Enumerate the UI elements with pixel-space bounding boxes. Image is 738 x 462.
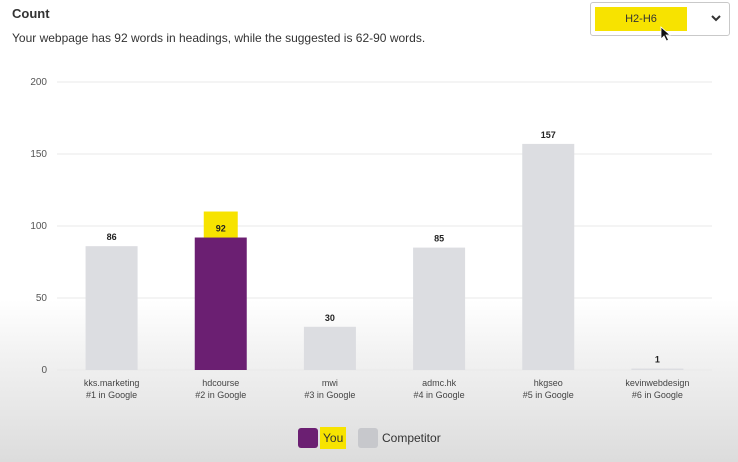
heading-level-select[interactable]: H2-H6	[590, 2, 730, 36]
grid-lines	[57, 81, 712, 371]
bar-value-label: 1	[655, 355, 660, 365]
x-category-label: mwi	[322, 378, 338, 388]
y-tick-label: 200	[30, 77, 47, 88]
bar-value-label: 30	[325, 313, 335, 323]
legend-item-you[interactable]: You	[298, 425, 347, 451]
x-category-rank-label: #5 in Google	[523, 390, 574, 400]
bar-value-label: 157	[541, 130, 556, 140]
x-category-label: admc.hk	[422, 378, 457, 388]
x-category-label: kks.marketing	[84, 378, 140, 388]
y-tick-label: 100	[30, 221, 47, 232]
category-labels: kks.marketing #1 in Google hdcourse #2 in G…	[84, 378, 690, 400]
mouse-cursor-icon	[660, 26, 672, 42]
value-highlight	[203, 211, 238, 238]
bars	[85, 143, 684, 370]
legend-swatch-competitor	[358, 428, 378, 448]
x-category-label: hdcourse	[202, 378, 239, 388]
x-category-rank-label: #2 in Google	[195, 390, 246, 400]
y-tick-label: 150	[30, 149, 47, 160]
bar-value-label: 85	[434, 234, 444, 244]
chevron-down-icon	[711, 15, 721, 22]
x-category-rank-label: #3 in Google	[304, 390, 355, 400]
x-category-rank-label: #4 in Google	[414, 390, 465, 400]
heading-level-select-value: H2-H6	[595, 7, 687, 31]
word-count-bar-chart: 0 50 100 150 200 86 92 30 85 157 1 kks.marketing #…	[30, 77, 712, 400]
bar-value-label: 92	[216, 224, 226, 234]
y-tick-label: 50	[36, 293, 48, 304]
y-tick-label: 0	[41, 365, 47, 376]
bar-competitor[interactable]	[413, 247, 466, 370]
legend-label-you: You	[320, 427, 347, 449]
x-category-label: kevinwebdesign	[625, 378, 689, 388]
x-category-rank-label: #1 in Google	[86, 390, 137, 400]
legend-item-competitor[interactable]: Competitor	[358, 425, 441, 451]
bar-competitor[interactable]	[631, 368, 684, 370]
bar-labels: 86 92 30 85 157 1	[107, 130, 660, 365]
legend-label-competitor: Competitor	[382, 431, 441, 445]
count-title: Count	[12, 6, 50, 21]
x-category-label: hkgseo	[534, 378, 563, 388]
count-description: Your webpage has 92 words in headings, w…	[12, 31, 426, 45]
x-category-rank-label: #6 in Google	[632, 390, 683, 400]
bar-competitor[interactable]	[303, 326, 356, 370]
bar-competitor[interactable]	[522, 143, 575, 370]
bar-value-label: 86	[107, 232, 117, 242]
y-axis: 0 50 100 150 200	[30, 77, 47, 376]
bar-you[interactable]	[194, 237, 247, 370]
bar-competitor[interactable]	[85, 246, 138, 370]
legend-swatch-you	[298, 428, 318, 448]
